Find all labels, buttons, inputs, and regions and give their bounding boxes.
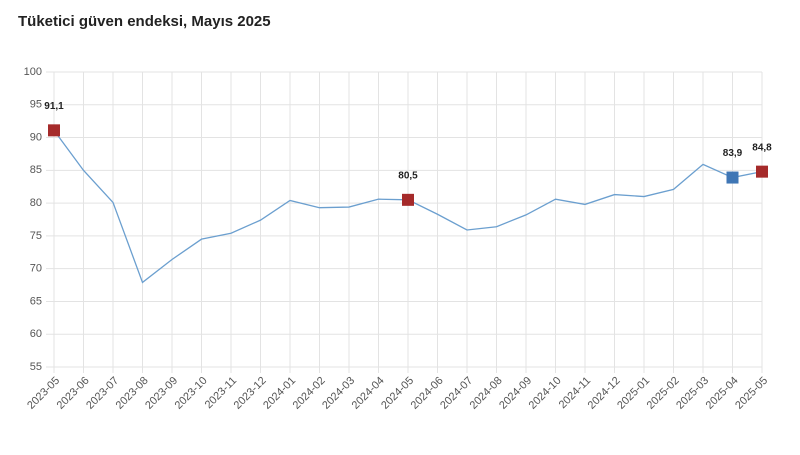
chart-title: Tüketici güven endeksi, Mayıs 2025 (18, 13, 271, 30)
y-tick-label: 90 (30, 131, 42, 143)
y-tick-label: 95 (30, 99, 42, 111)
x-tick-label: 2024-10 (527, 375, 564, 412)
y-tick-label: 65 (30, 295, 42, 307)
y-tick-label: 75 (30, 230, 42, 242)
data-label: 83,9 (723, 148, 743, 159)
y-tick-label: 60 (30, 328, 42, 340)
y-tick-label: 55 (30, 361, 42, 373)
marker (402, 193, 414, 206)
x-tick-label: 2025-05 (733, 375, 770, 412)
marker (756, 165, 768, 178)
y-tick-label: 100 (24, 66, 42, 78)
data-label: 84,8 (752, 142, 772, 153)
marker (48, 124, 60, 137)
data-label: 80,5 (398, 170, 418, 181)
y-tick-label: 80 (30, 197, 42, 209)
y-tick-label: 70 (30, 263, 42, 275)
data-label: 91,1 (44, 101, 64, 112)
marker (726, 171, 739, 184)
y-tick-label: 85 (30, 164, 42, 176)
x-tick-label: 2023-10 (173, 375, 210, 412)
